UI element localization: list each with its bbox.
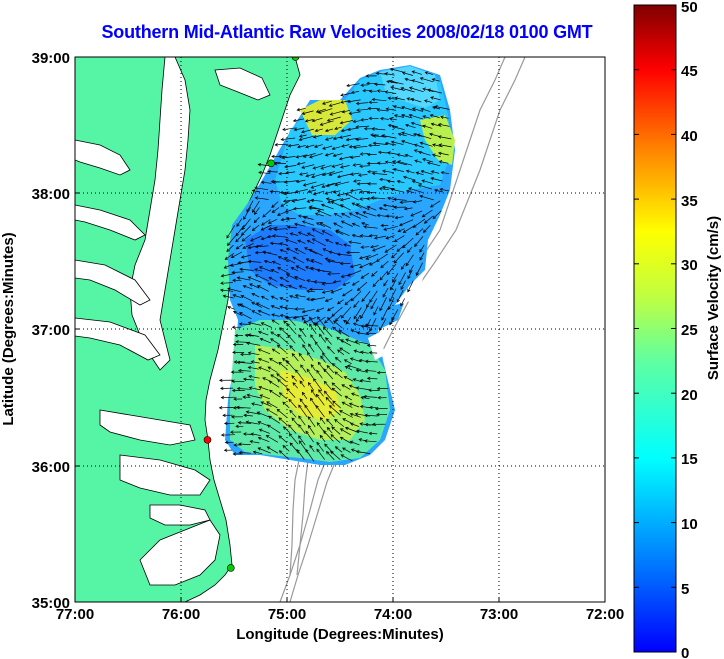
x-tick-label: 77:00 bbox=[56, 606, 94, 623]
radar-station-marker bbox=[227, 564, 235, 572]
colorbar-tick-label: 0 bbox=[681, 645, 689, 659]
x-tick-label: 72:00 bbox=[586, 606, 624, 623]
colorbar-tick-label: 5 bbox=[681, 581, 689, 598]
colorbar-tick-label: 25 bbox=[681, 322, 698, 339]
chesapeake-bay bbox=[75, 57, 271, 526]
colorbar-tick-label: 20 bbox=[681, 387, 698, 404]
x-axis-label: Longitude (Degrees:Minutes) bbox=[236, 626, 444, 643]
velocity-arrow-set bbox=[218, 67, 452, 462]
colorbar-tick-label: 15 bbox=[681, 451, 698, 468]
y-tick-label: 39:00 bbox=[32, 50, 70, 67]
colorbar bbox=[633, 4, 677, 653]
axis-ticks bbox=[75, 192, 500, 602]
colorbar-ticks bbox=[634, 4, 676, 653]
y-tick-label: 37:00 bbox=[32, 322, 70, 339]
radar-station-marker bbox=[203, 436, 212, 444]
map-title: Southern Mid-Atlantic Raw Velocities 200… bbox=[101, 22, 593, 42]
colorbar-tick-label: 30 bbox=[681, 257, 698, 274]
radar-station-marker bbox=[291, 57, 300, 61]
colorbar-tick-label: 40 bbox=[681, 128, 698, 145]
y-tick-label: 38:00 bbox=[32, 186, 70, 203]
x-tick-label: 73:00 bbox=[480, 606, 518, 623]
map-grid bbox=[75, 57, 605, 602]
velocity-arrows bbox=[218, 67, 452, 462]
radar-station-marker bbox=[267, 159, 275, 168]
colorbar-label: Surface Velocity (cm/s) bbox=[705, 216, 722, 380]
x-tick-label: 76:00 bbox=[162, 606, 200, 623]
x-tick-label: 74:00 bbox=[374, 606, 412, 623]
colorbar-tick-label: 50 bbox=[681, 0, 698, 16]
colorbar-tick-label: 35 bbox=[681, 193, 698, 210]
radar-stations bbox=[203, 57, 300, 572]
y-tick-label: 35:00 bbox=[32, 595, 70, 612]
colorbar-tick-label: 10 bbox=[681, 516, 698, 533]
x-tick-label: 75:00 bbox=[268, 606, 306, 623]
y-tick-label: 36:00 bbox=[32, 459, 70, 476]
colorbar-tick-label: 45 bbox=[681, 63, 698, 80]
y-axis-label: Latitude (Degrees:Minutes) bbox=[0, 232, 17, 425]
